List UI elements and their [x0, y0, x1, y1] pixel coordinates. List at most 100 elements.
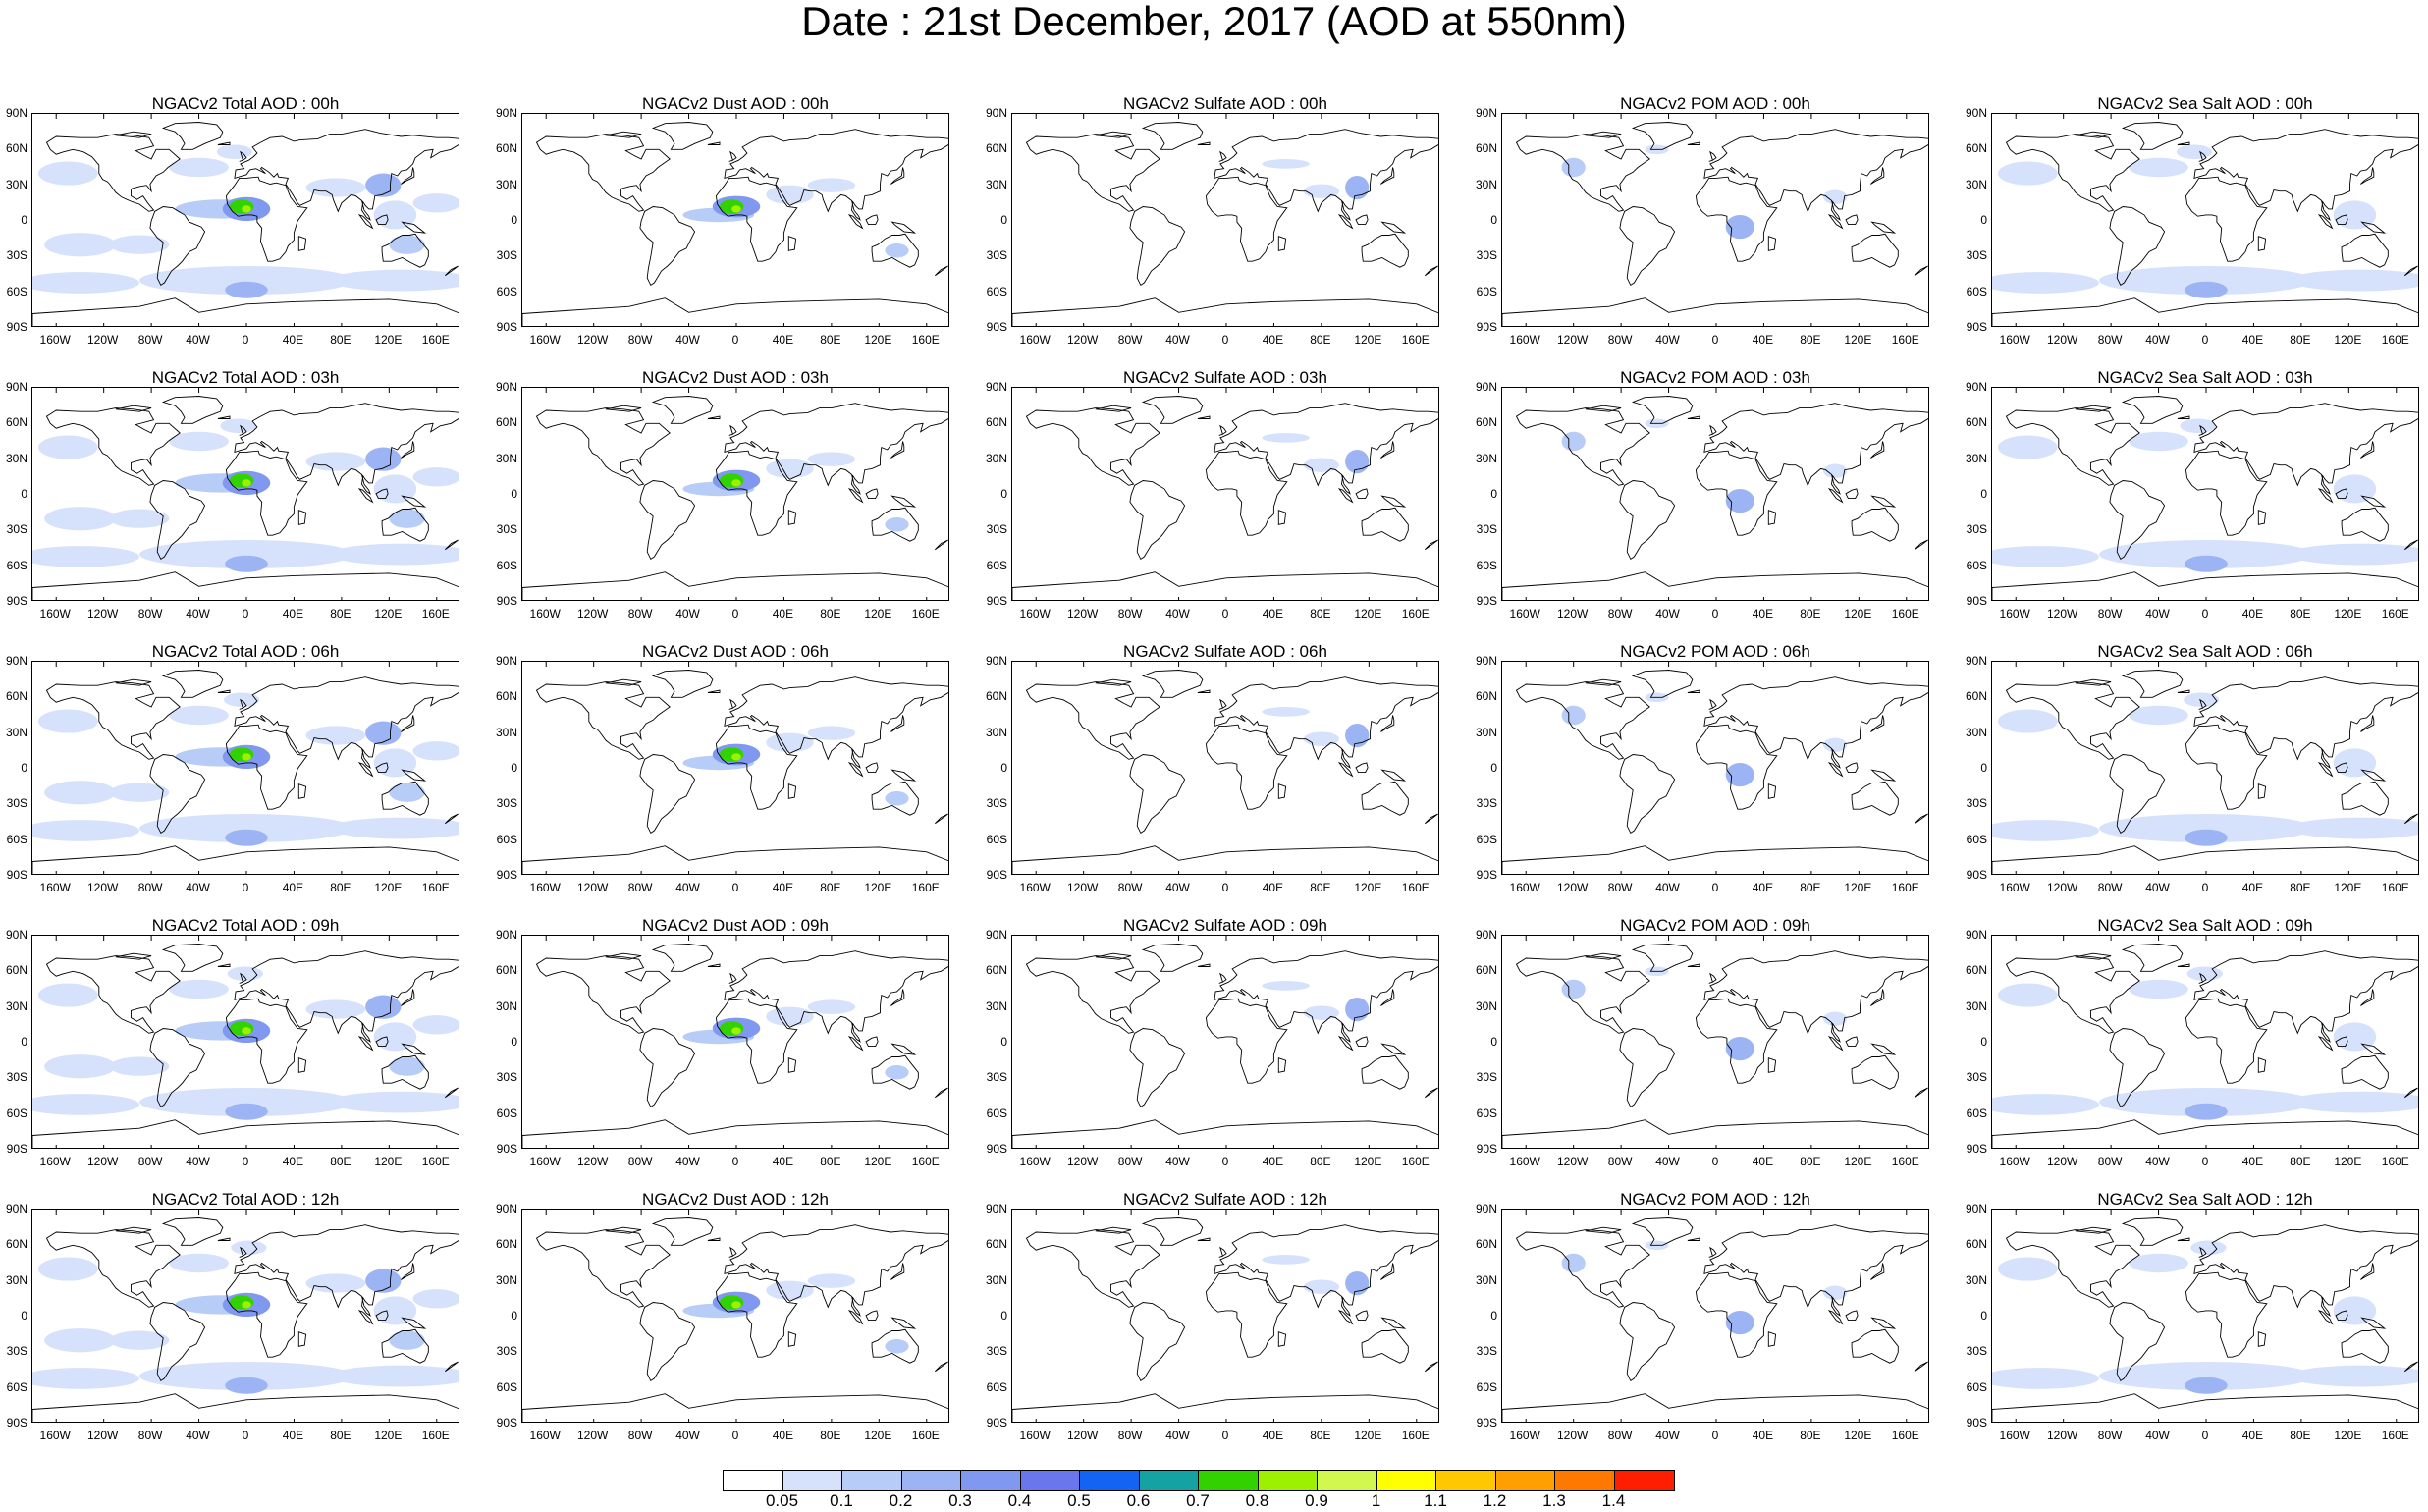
- aod-field: [329, 1365, 459, 1387]
- aod-field: [44, 1328, 116, 1353]
- coastline: [1827, 487, 1844, 504]
- coastline: [1025, 407, 1160, 486]
- coastline: [871, 781, 919, 816]
- lat-tick-label: 60N: [1475, 1237, 1497, 1252]
- aod-field: [389, 1056, 425, 1076]
- colorbar-swatch: [1199, 1471, 1259, 1490]
- coastline: [2075, 952, 2112, 960]
- aod-field: [2180, 418, 2216, 434]
- lat-tick-label: 60S: [1476, 558, 1497, 572]
- panel-title: NGACv2 POM AOD : 03h: [1620, 368, 1810, 387]
- lon-tick-label: 40W: [186, 333, 210, 347]
- aod-field: [305, 999, 366, 1019]
- coastline: [1845, 214, 1859, 226]
- aod-field: [885, 1339, 909, 1354]
- aod-field: [1303, 184, 1340, 198]
- lat-tick-label: 60S: [986, 832, 1007, 846]
- coastline: [2335, 214, 2348, 226]
- lat-tick-label: 90N: [1475, 380, 1497, 394]
- lon-tick-label: 40W: [1655, 333, 1680, 347]
- coastline: [1095, 405, 1132, 412]
- aod-field: [1823, 737, 1848, 753]
- lat-tick-label: 90N: [985, 106, 1007, 120]
- lat-tick-label: 0: [21, 487, 27, 501]
- lon-tick-label: 40E: [2241, 881, 2264, 894]
- aod-field: [1725, 762, 1754, 787]
- lon-tick-label: 160W: [1019, 881, 1051, 894]
- colorbar-swatch: [1258, 1471, 1318, 1490]
- aod-field: [225, 1377, 268, 1394]
- lat-tick-label: 60N: [5, 963, 27, 978]
- map-panel: NGACv2 Dust AOD : 06h 90N 60N 30N 0 30S 60S 90S…: [492, 641, 955, 896]
- coastline: [1827, 213, 1844, 230]
- lon-tick-label: 40E: [2241, 1429, 2264, 1442]
- lon-tick-label: 80W: [137, 1155, 163, 1168]
- lat-tick-label: 60S: [1966, 558, 1987, 572]
- panel-title: NGACv2 Dust AOD : 09h: [642, 916, 829, 935]
- lon-tick-label: 120E: [1844, 1155, 1872, 1168]
- lon-tick-label: 160W: [1019, 607, 1051, 621]
- coastline: [934, 539, 948, 551]
- aod-field: [32, 1094, 139, 1115]
- lon-tick-label: 120E: [1844, 333, 1872, 347]
- lat-tick-label: 90N: [495, 380, 517, 394]
- lon-tick-label: 40E: [1752, 881, 1774, 894]
- lon-tick-label: 160W: [1509, 881, 1540, 894]
- lon-tick-label: 80W: [137, 607, 163, 621]
- coastline: [444, 539, 459, 551]
- aod-field: [731, 205, 741, 213]
- aod-field: [1262, 1255, 1310, 1265]
- aod-field: [1262, 707, 1310, 717]
- aod-field: [231, 1240, 267, 1256]
- lat-tick-label: 90S: [1476, 1416, 1497, 1430]
- lon-tick-label: 80E: [1800, 607, 1821, 621]
- coastline: [1703, 676, 1928, 769]
- coastline: [1380, 167, 1395, 185]
- aod-field: [242, 1027, 251, 1035]
- aod-field: [885, 517, 909, 532]
- coastline: [1361, 1054, 1409, 1090]
- lon-tick-label: 0: [1221, 1429, 1229, 1442]
- coastline: [225, 998, 308, 1084]
- lon-tick-label: 0: [731, 1429, 739, 1442]
- coastline: [1695, 450, 1778, 536]
- lon-tick-label: 80E: [1800, 1429, 1821, 1442]
- lon-tick-label: 0: [731, 881, 739, 894]
- aod-field: [225, 829, 268, 846]
- lat-tick-label: 30S: [1966, 522, 1987, 537]
- lon-tick-label: 120E: [2334, 333, 2362, 347]
- lat-tick-label: 90N: [5, 1202, 27, 1215]
- lon-tick-label: 80W: [2097, 333, 2123, 347]
- lon-tick-label: 80E: [1310, 333, 1331, 347]
- coastline: [401, 769, 427, 782]
- coastline: [890, 495, 917, 508]
- lon-tick-label: 80W: [1117, 333, 1143, 347]
- lon-tick-label: 40E: [772, 1155, 794, 1168]
- lon-tick-label: 40W: [1655, 1155, 1680, 1168]
- aod-field: [329, 269, 459, 292]
- lon-tick-label: 160E: [911, 1155, 940, 1168]
- coastline: [522, 571, 948, 600]
- lon-tick-label: 160W: [39, 1429, 71, 1442]
- lon-tick-label: 40W: [2145, 1155, 2170, 1168]
- coastline: [2317, 487, 2334, 504]
- coastline: [1870, 715, 1885, 732]
- lon-tick-label: 80E: [1310, 1155, 1331, 1168]
- lon-tick-label: 120W: [2046, 1155, 2078, 1168]
- lon-tick-label: 160W: [529, 881, 561, 894]
- aod-field: [139, 1088, 353, 1117]
- lon-tick-label: 160W: [39, 333, 71, 347]
- coastline: [2185, 1271, 2268, 1358]
- aod-field: [731, 479, 741, 487]
- coastline: [522, 1119, 948, 1148]
- aod-field: [373, 200, 417, 230]
- lon-tick-label: 160E: [911, 607, 940, 621]
- aod-field: [885, 791, 909, 806]
- aod-field: [1992, 546, 2099, 567]
- lat-tick-label: 30N: [1475, 451, 1497, 465]
- coastline: [605, 405, 642, 412]
- lat-tick-label: 60S: [6, 832, 27, 846]
- lon-tick-label: 0: [1711, 1155, 1719, 1168]
- lat-tick-label: 60S: [986, 284, 1007, 298]
- world-map: [1011, 387, 1439, 601]
